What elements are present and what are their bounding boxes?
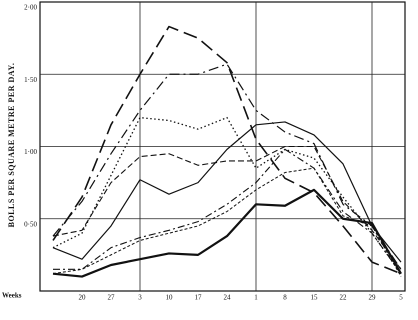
- series-line: [53, 148, 402, 274]
- series-line: [52, 25, 402, 275]
- x-tick-label: 20: [79, 294, 87, 302]
- x-tick-label: 5: [399, 294, 403, 302]
- x-tick-label: 22: [340, 294, 348, 302]
- x-tick-label: 27: [108, 294, 116, 302]
- series-line: [52, 167, 402, 277]
- x-tick-label: 10: [166, 294, 174, 302]
- y-tick-label: 1·50: [24, 76, 37, 84]
- y-axis-label: BOLLS PER SQUARE METRE PER DAY.: [7, 63, 16, 228]
- y-tick-label: 0·50: [24, 220, 37, 228]
- x-tick-label: 24: [224, 294, 232, 302]
- x-tick-label: 15: [311, 294, 319, 302]
- series-line: [52, 63, 402, 270]
- series-line: [52, 188, 402, 278]
- x-axis-label: Weeks: [2, 292, 22, 300]
- y-tick-label: 1·00: [24, 148, 37, 156]
- y-tick-label: 2·00: [24, 4, 37, 12]
- x-tick-label: 3: [138, 294, 142, 302]
- x-tick-label: 29: [369, 294, 377, 302]
- x-tick-label: 1: [254, 294, 258, 302]
- x-tick-label: 17: [195, 294, 203, 302]
- series-line: [52, 145, 402, 270]
- x-tick-label: 8: [283, 294, 287, 302]
- series-line: [52, 116, 402, 275]
- series-line: [52, 121, 402, 263]
